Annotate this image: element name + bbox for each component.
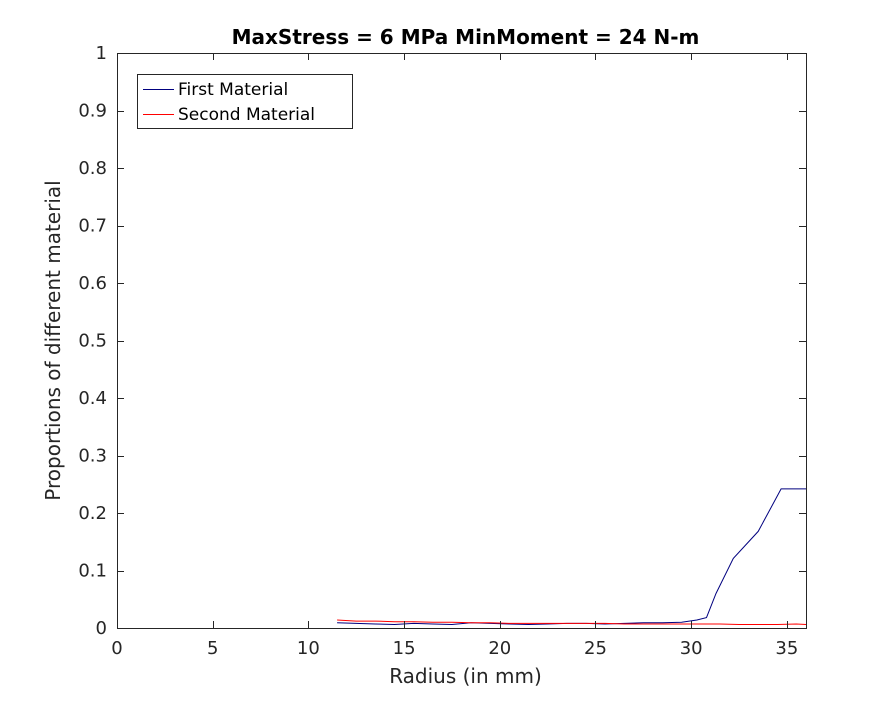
x-tick-label: 20 bbox=[488, 638, 511, 659]
x-tick-label: 15 bbox=[393, 638, 416, 659]
y-tick-label: 0.2 bbox=[78, 503, 107, 524]
series-line-second-material bbox=[337, 619, 807, 625]
x-tick-label: 10 bbox=[297, 638, 320, 659]
x-tick-label: 5 bbox=[207, 638, 218, 659]
y-tick-label: 0.9 bbox=[78, 101, 107, 122]
y-tick-label: 0.5 bbox=[78, 331, 107, 352]
plot-area bbox=[117, 53, 806, 628]
x-tick-label: 30 bbox=[680, 638, 703, 659]
y-tick-label: 0 bbox=[96, 618, 107, 639]
x-tick-label: 0 bbox=[111, 638, 122, 659]
y-tick-label: 1 bbox=[96, 43, 107, 64]
y-tick-label: 0.3 bbox=[78, 446, 107, 467]
chart-title: MaxStress = 6 MPa MinMoment = 24 N-m bbox=[232, 25, 700, 49]
legend-label-second-material: Second Material bbox=[178, 105, 315, 125]
y-tick-label: 0.7 bbox=[78, 216, 107, 237]
legend: First Material Second Material bbox=[137, 74, 353, 129]
legend-box bbox=[137, 74, 353, 129]
y-tick-label: 0.6 bbox=[78, 273, 107, 294]
x-axis-title: Radius (in mm) bbox=[389, 664, 542, 688]
legend-label-first-material: First Material bbox=[178, 80, 288, 100]
series-layer bbox=[337, 488, 807, 626]
ticks-layer: 0 5 10 15 20 25 30 35 0 0.1 0.2 0.3 0.4 0.5 0.6 0.7 0.8 0… bbox=[78, 43, 806, 659]
y-axis-title: Proportions of different material bbox=[41, 180, 65, 500]
y-tick-label: 0.8 bbox=[78, 158, 107, 179]
x-tick-label: 25 bbox=[584, 638, 607, 659]
y-tick-label: 0.1 bbox=[78, 561, 107, 582]
y-tick-label: 0.4 bbox=[78, 388, 107, 409]
x-tick-label: 35 bbox=[775, 638, 798, 659]
